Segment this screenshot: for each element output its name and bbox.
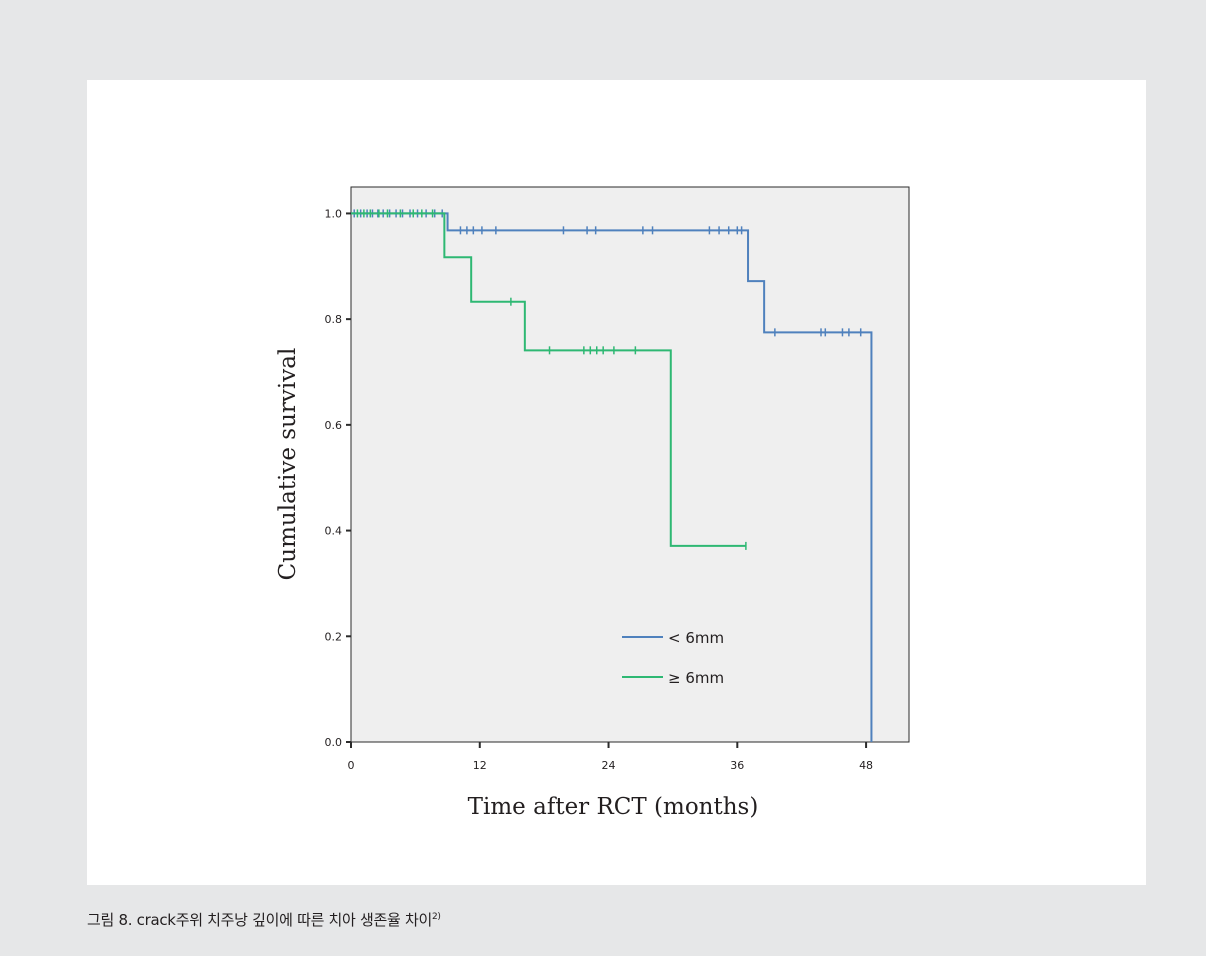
caption-text: 그림 8. crack주위 치주낭 깊이에 따른 치아 생존율 차이 [87,911,432,929]
x-tick-label: 12 [473,759,487,772]
series-layer [351,209,873,742]
y-tick-label: 0.6 [325,419,343,432]
legend: < 6mm ≥ 6mm [622,629,724,687]
x-tick-label: 0 [348,759,355,772]
x-axis-ticks: 0 12 24 36 48 [348,742,873,772]
y-tick-label: 0.0 [325,736,343,749]
legend-label-lt6: < 6mm [668,629,724,647]
survival-curve-0 [351,212,873,742]
figure-caption: 그림 8. crack주위 치주낭 깊이에 따른 치아 생존율 차이2) [87,909,441,930]
y-axis-ticks: 0.0 0.2 0.4 0.6 0.8 1.0 [325,207,351,749]
survival-curve-1 [351,212,746,547]
series-1 [351,209,747,550]
y-tick-label: 1.0 [325,207,343,220]
plot-area [350,186,910,743]
y-axis-label: Cumulative survival [275,348,301,581]
survival-chart: 0.0 0.2 0.4 0.6 0.8 1.0 0 12 24 36 48 Cumulative … [275,186,910,820]
y-tick-label: 0.2 [325,630,343,643]
legend-label-ge6: ≥ 6mm [668,669,724,687]
y-tick-label: 0.4 [325,525,343,538]
x-tick-label: 48 [859,759,873,772]
y-tick-label: 0.8 [325,313,343,326]
x-tick-label: 24 [602,759,616,772]
x-axis-label: Time after RCT (months) [468,794,759,820]
x-tick-label: 36 [730,759,744,772]
caption-reference: 2) [432,912,441,922]
figure-panel: 0.0 0.2 0.4 0.6 0.8 1.0 0 12 24 36 48 Cumulative … [87,80,1146,885]
